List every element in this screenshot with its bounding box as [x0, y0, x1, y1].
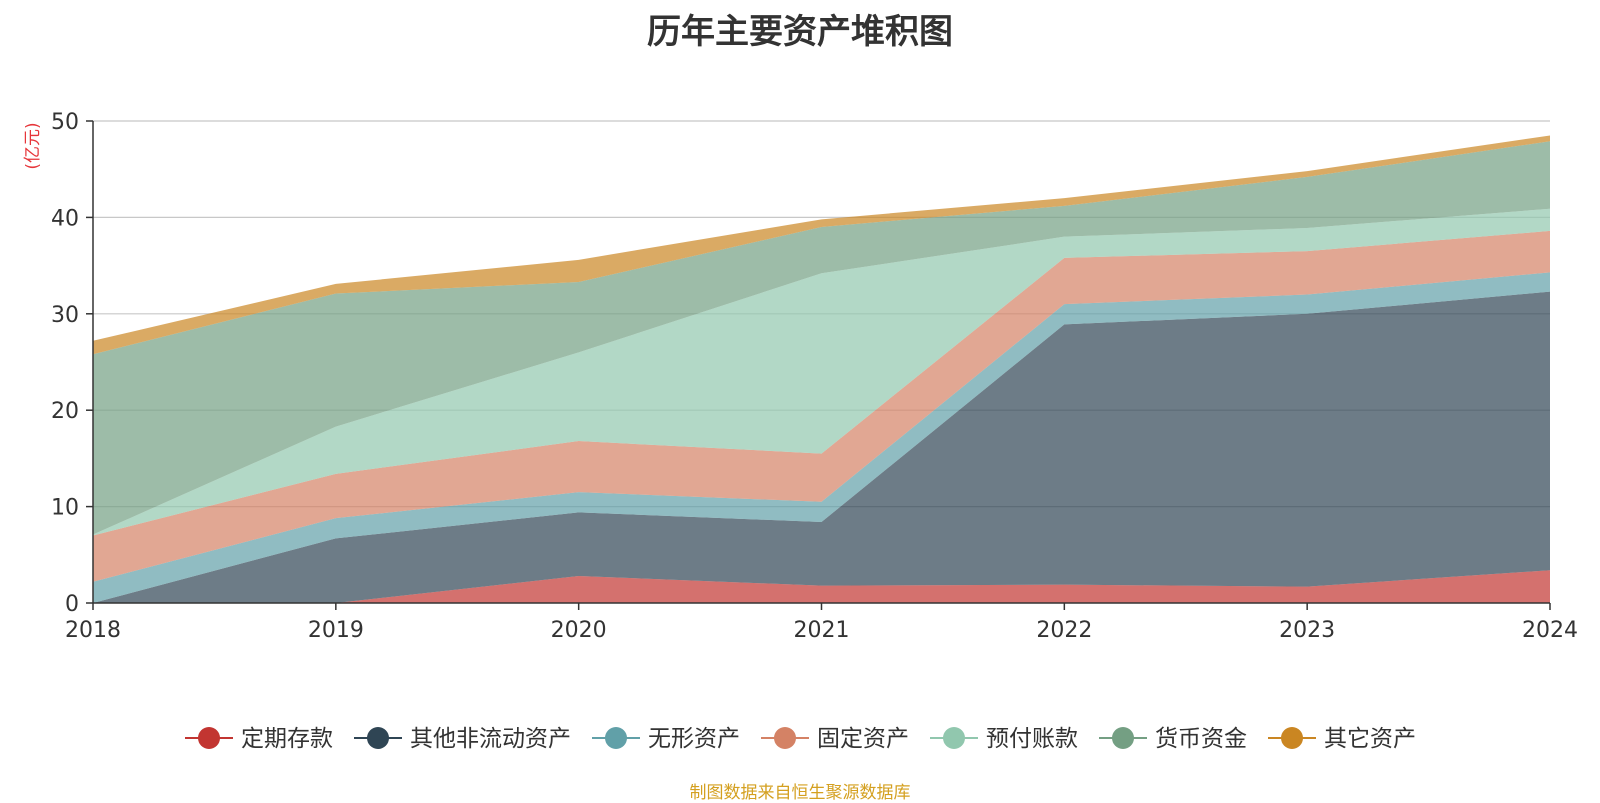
area-series[interactable]: [93, 230, 1550, 582]
y-tick-label: 30: [51, 303, 79, 328]
x-tick-label: 2021: [794, 618, 850, 643]
y-tick-label: 20: [51, 399, 79, 424]
y-tick-label: 0: [65, 592, 79, 617]
legend-label: 其他非流动资产: [410, 726, 571, 752]
chart-title: 历年主要资产堆积图: [647, 12, 953, 52]
area-series[interactable]: [93, 291, 1550, 603]
x-tick-label: 2023: [1279, 618, 1335, 643]
legend-label: 其它资产: [1324, 726, 1416, 752]
legend-item[interactable]: 其他非流动资产: [354, 726, 571, 752]
legend-item[interactable]: 定期存款: [185, 726, 333, 752]
y-tick-label: 10: [51, 496, 79, 521]
y-tick-label: 50: [51, 110, 79, 135]
x-tick-label: 2018: [65, 618, 121, 643]
legend-item[interactable]: 固定资产: [761, 726, 909, 752]
area-series[interactable]: [93, 272, 1550, 603]
legend-item[interactable]: 无形资产: [592, 726, 740, 752]
x-tick-label: 2019: [308, 618, 364, 643]
legend-label: 定期存款: [241, 726, 333, 752]
area-series-group: [93, 135, 1550, 603]
legend-label: 货币资金: [1155, 726, 1247, 752]
area-series[interactable]: [93, 208, 1550, 536]
legend-marker: [1112, 727, 1134, 749]
legend: 定期存款 其他非流动资产 无形资产 固定资产 预付账款 货币资金 其它资产: [185, 726, 1416, 752]
legend-marker: [943, 727, 965, 749]
legend-item[interactable]: 其它资产: [1268, 726, 1416, 752]
legend-label: 无形资产: [648, 726, 740, 752]
legend-item[interactable]: 货币资金: [1099, 726, 1247, 752]
area-series[interactable]: [93, 141, 1550, 535]
legend-marker: [774, 727, 796, 749]
y-tick-label: 40: [51, 206, 79, 231]
area-series[interactable]: [93, 135, 1550, 355]
legend-item[interactable]: 预付账款: [930, 726, 1078, 752]
x-tick-label: 2020: [551, 618, 607, 643]
y-axis-label: (亿元): [23, 122, 43, 169]
legend-marker: [1281, 727, 1303, 749]
legend-marker: [605, 727, 627, 749]
axes: 0 10 20 30 40 50 2018 2019 2020 2021 2022 2023 2024 (…: [23, 110, 1578, 643]
area-series[interactable]: [93, 570, 1550, 603]
legend-marker: [198, 727, 220, 749]
x-tick-label: 2024: [1522, 618, 1578, 643]
source-note: 制图数据来自恒生聚源数据库: [689, 783, 911, 803]
x-tick-label: 2022: [1036, 618, 1092, 643]
legend-label: 预付账款: [986, 726, 1078, 752]
legend-marker: [367, 727, 389, 749]
legend-label: 固定资产: [817, 726, 909, 752]
